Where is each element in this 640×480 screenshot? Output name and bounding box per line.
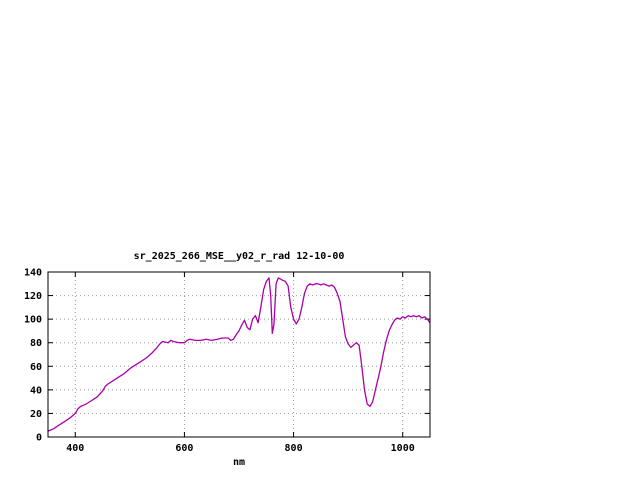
spectral-series-line — [47, 277, 431, 432]
y-tick-label: 100 — [24, 315, 42, 326]
x-tick-label: 800 — [285, 443, 303, 454]
y-tick-label: 20 — [30, 409, 42, 420]
chart-title: sr_2025_266_MSE__y02_r_rad 12-10-00 — [133, 251, 345, 262]
x-tick-label: 600 — [175, 443, 193, 454]
y-tick-label: 40 — [30, 385, 42, 396]
x-axis-label: nm — [232, 457, 246, 468]
x-tick-label: 400 — [66, 443, 84, 454]
plot-border — [47, 271, 431, 438]
y-tick-label: 0 — [36, 433, 42, 444]
x-tick-label: 1000 — [391, 443, 415, 454]
y-tick-label: 60 — [30, 362, 42, 373]
y-tick-label: 80 — [30, 338, 42, 349]
y-tick-label: 120 — [24, 291, 42, 302]
y-tick-label: 140 — [24, 268, 42, 279]
